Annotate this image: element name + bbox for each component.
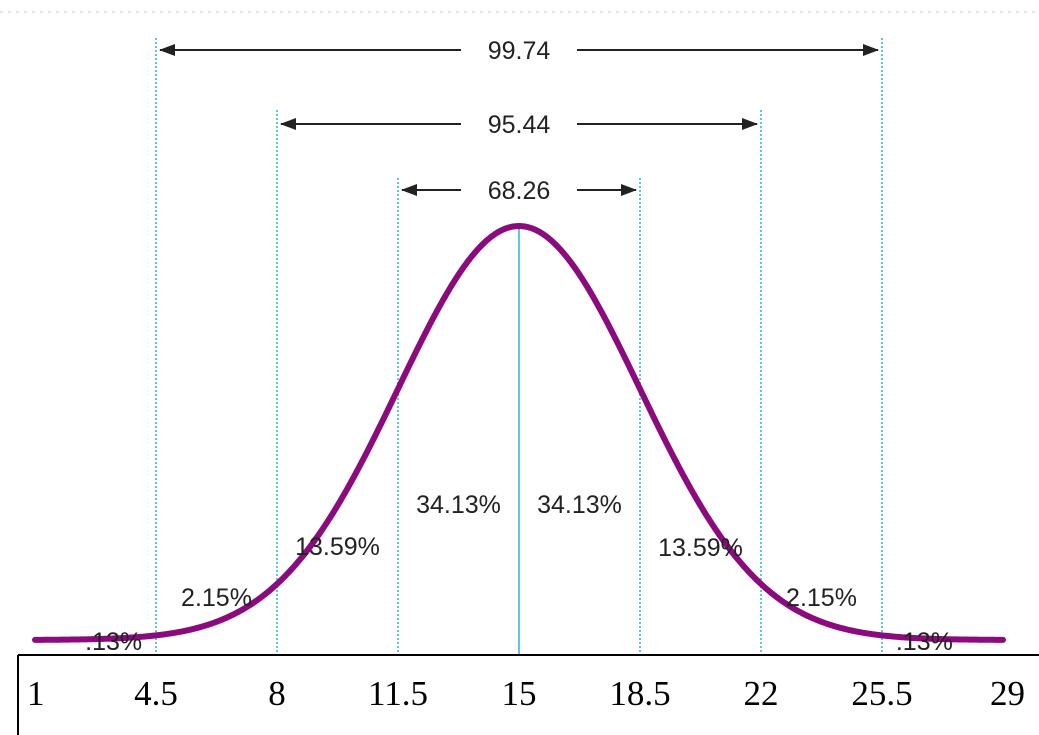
region-label-6: 2.15% — [786, 584, 857, 612]
x-tick-label-2: 8 — [268, 674, 286, 713]
bell-curve — [32, 223, 1006, 643]
span-label-1: 95.44 — [488, 111, 551, 139]
region-label-2: 13.59% — [295, 533, 380, 561]
x-tick-label-4: 15 — [502, 674, 537, 713]
region-label-0: .13% — [85, 628, 142, 656]
region-labels: .13% 2.15% 13.59% 34.13% 34.13% 13.59% 2.15% .1… — [85, 491, 953, 656]
x-axis: 1 4.5 8 11.5 15 18.5 22 25.5 29 — [17, 654, 1039, 735]
region-label-1: 2.15% — [181, 584, 252, 612]
span-label-2: 68.26 — [488, 177, 551, 205]
x-tick-label-5: 18.5 — [609, 674, 670, 713]
span-annotations: 99.74 95.44 68.26 — [159, 37, 879, 205]
x-tick-label-8: 29 — [990, 674, 1025, 713]
x-tick-label-6: 22 — [744, 674, 779, 713]
region-label-5: 13.59% — [658, 534, 743, 562]
curve-group — [32, 223, 1006, 643]
span-label-0: 99.74 — [488, 37, 551, 65]
region-label-7: .13% — [896, 628, 953, 656]
sd-guide-lines — [155, 38, 883, 655]
region-label-3: 34.13% — [416, 491, 501, 519]
region-label-4: 34.13% — [537, 491, 622, 519]
x-tick-label-7: 25.5 — [851, 674, 912, 713]
x-tick-label-0: 1 — [27, 674, 45, 713]
x-tick-label-3: 11.5 — [368, 674, 428, 713]
x-tick-label-1: 4.5 — [134, 674, 178, 713]
